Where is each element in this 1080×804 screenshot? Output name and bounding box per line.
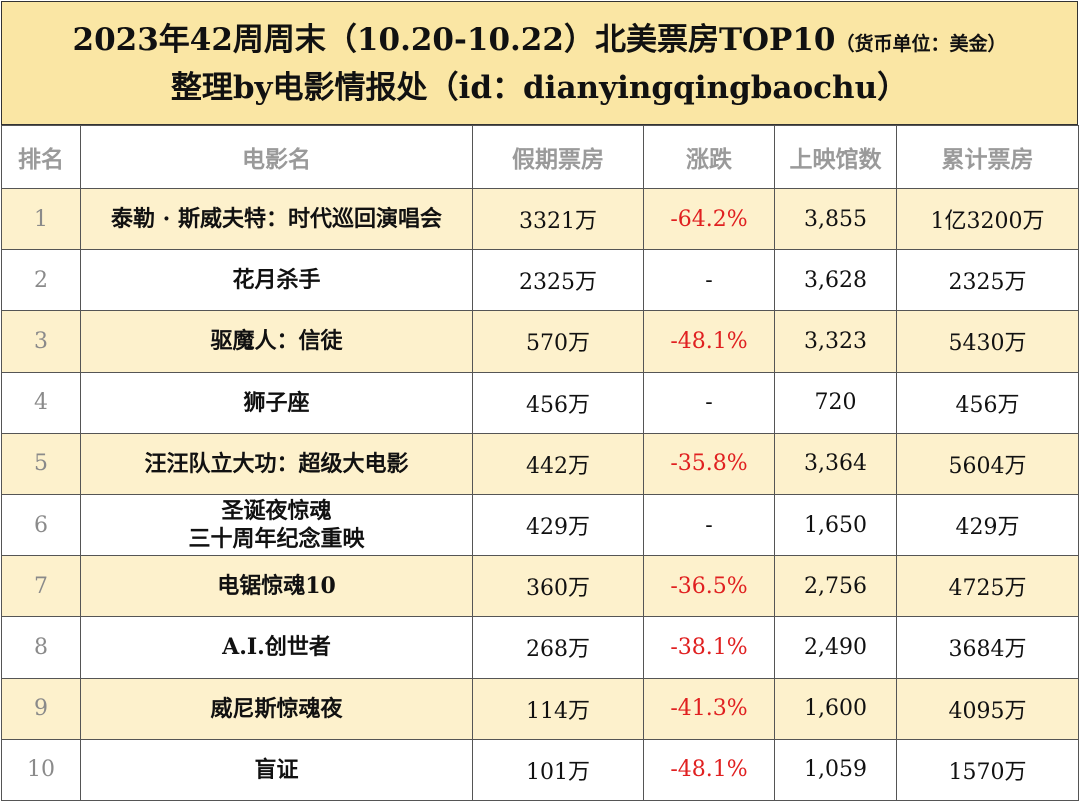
theater-count-cell: 3,628 <box>774 249 897 312</box>
total-gross-cell: 5604万 <box>896 432 1079 495</box>
weekend-gross-cell: 570万 <box>472 310 644 373</box>
change-cell: -48.1% <box>643 310 775 373</box>
total-gross-cell: 456万 <box>896 371 1079 434</box>
total-gross-cell: 5430万 <box>896 310 1079 373</box>
rank-cell: 5 <box>1 432 81 495</box>
table-row: 1 泰勒 · 斯威夫特：时代巡回演唱会 3321万 -64.2% 3,855 1亿3200… <box>1 187 1079 251</box>
theater-count-cell: 2,490 <box>774 616 897 679</box>
rank-cell: 7 <box>1 555 81 618</box>
theater-count-cell: 720 <box>774 371 897 434</box>
rank-cell: 3 <box>1 310 81 373</box>
table-row: 7 电锯惊魂10 360万 -36.5% 2,756 4725万 <box>1 555 1079 618</box>
column-header-name: 电影名 <box>80 125 473 189</box>
total-gross-cell: 1亿3200万 <box>896 187 1079 251</box>
column-header-rank: 排名 <box>1 125 81 189</box>
theater-count-cell: 3,855 <box>774 187 897 251</box>
movie-name-cell: 威尼斯惊魂夜 <box>80 677 473 740</box>
rank-cell: 10 <box>1 738 81 801</box>
rank-cell: 4 <box>1 371 81 434</box>
box-office-table: 排名 电影名 假期票房 涨跌 上映馆数 累计票房 1 泰勒 · 斯威夫特：时代巡回… <box>1 125 1079 801</box>
change-cell: - <box>643 493 775 557</box>
column-header-change: 涨跌 <box>643 125 775 189</box>
column-header-total: 累计票房 <box>896 125 1079 189</box>
weekend-gross-cell: 114万 <box>472 677 644 740</box>
table-row: 5 汪汪队立大功：超级大电影 442万 -35.8% 3,364 5604万 <box>1 432 1079 495</box>
title-banner: 2023年42周周末（10.20-10.22）北美票房TOP10（货币单位：美金… <box>1 1 1078 125</box>
theater-count-cell: 2,756 <box>774 555 897 618</box>
total-gross-cell: 4725万 <box>896 555 1079 618</box>
weekend-gross-cell: 360万 <box>472 555 644 618</box>
movie-name-cell: 狮子座 <box>80 371 473 434</box>
table-row: 2 花月杀手 2325万 -3,628 2325万 <box>1 249 1079 312</box>
change-cell: -48.1% <box>643 738 775 801</box>
rank-cell: 2 <box>1 249 81 312</box>
rank-cell: 1 <box>1 187 81 251</box>
movie-name-cell: 盲证 <box>80 738 473 801</box>
weekend-gross-cell: 442万 <box>472 432 644 495</box>
movie-name-cell: 圣诞夜惊魂 三十周年纪念重映 <box>80 493 473 557</box>
change-cell: -35.8% <box>643 432 775 495</box>
movie-name-cell: 花月杀手 <box>80 249 473 312</box>
change-cell: - <box>643 371 775 434</box>
theater-count-cell: 3,323 <box>774 310 897 373</box>
theater-count-cell: 1,059 <box>774 738 897 801</box>
column-header-theaters: 上映馆数 <box>774 125 897 189</box>
movie-name-line2: 三十周年纪念重映 <box>188 526 365 553</box>
weekend-gross-cell: 3321万 <box>472 187 644 251</box>
movie-name-cell: A.I.创世者 <box>80 616 473 679</box>
change-cell: -38.1% <box>643 616 775 679</box>
total-gross-cell: 4095万 <box>896 677 1079 740</box>
title-main: 2023年42周周末（10.20-10.22）北美票房TOP10 <box>72 22 836 58</box>
table-row: 8 A.I.创世者 268万 -38.1% 2,490 3684万 <box>1 616 1079 679</box>
subtitle: 整理by电影情报处（id：dianyingqingbaochu） <box>170 70 909 106</box>
change-cell: -64.2% <box>643 187 775 251</box>
change-cell: - <box>643 249 775 312</box>
table-header-row: 排名 电影名 假期票房 涨跌 上映馆数 累计票房 <box>1 125 1079 189</box>
theater-count-cell: 1,650 <box>774 493 897 557</box>
movie-name-cell: 电锯惊魂10 <box>80 555 473 618</box>
change-cell: -36.5% <box>643 555 775 618</box>
rank-cell: 6 <box>1 493 81 557</box>
change-cell: -41.3% <box>643 677 775 740</box>
theater-count-cell: 1,600 <box>774 677 897 740</box>
total-gross-cell: 429万 <box>896 493 1079 557</box>
movie-name-cell: 驱魔人：信徒 <box>80 310 473 373</box>
weekend-gross-cell: 429万 <box>472 493 644 557</box>
weekend-gross-cell: 101万 <box>472 738 644 801</box>
table-row: 9 威尼斯惊魂夜 114万 -41.3% 1,600 4095万 <box>1 677 1079 740</box>
table-row: 6 圣诞夜惊魂 三十周年纪念重映 429万 -1,650 429万 <box>1 493 1079 557</box>
theater-count-cell: 3,364 <box>774 432 897 495</box>
rank-cell: 8 <box>1 616 81 679</box>
total-gross-cell: 3684万 <box>896 616 1079 679</box>
movie-name-cell: 泰勒 · 斯威夫特：时代巡回演唱会 <box>80 187 473 251</box>
table-row: 4 狮子座 456万 -720 456万 <box>1 371 1079 434</box>
weekend-gross-cell: 456万 <box>472 371 644 434</box>
total-gross-cell: 2325万 <box>896 249 1079 312</box>
column-header-weekend: 假期票房 <box>472 125 644 189</box>
table-row: 10 盲证 101万 -48.1% 1,059 1570万 <box>1 738 1079 801</box>
currency-unit-note: （货币单位：美金） <box>835 33 1007 55</box>
movie-name-line1: 圣诞夜惊魂 <box>221 498 332 525</box>
page-title: 2023年42周周末（10.20-10.22）北美票房TOP10（货币单位：美金… <box>2 20 1077 64</box>
movie-name-cell: 汪汪队立大功：超级大电影 <box>80 432 473 495</box>
rank-cell: 9 <box>1 677 81 740</box>
weekend-gross-cell: 2325万 <box>472 249 644 312</box>
total-gross-cell: 1570万 <box>896 738 1079 801</box>
weekend-gross-cell: 268万 <box>472 616 644 679</box>
table-row: 3 驱魔人：信徒 570万 -48.1% 3,323 5430万 <box>1 310 1079 373</box>
